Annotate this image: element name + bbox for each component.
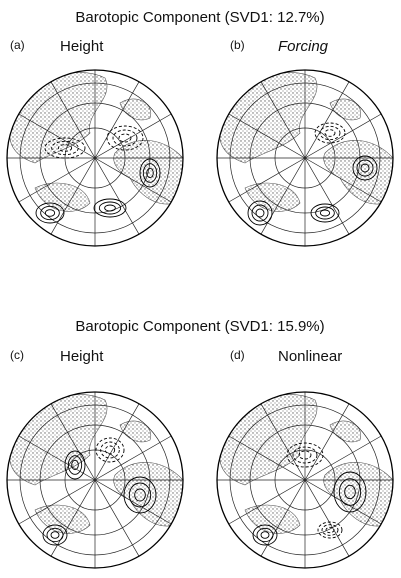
- land: [35, 505, 90, 533]
- panel-name: Height: [60, 348, 104, 365]
- polar-map: [217, 392, 393, 568]
- polar-map: [7, 70, 183, 246]
- contour: [113, 130, 137, 146]
- figure-title: Barotopic Component (SVD1: 15.9%): [75, 318, 324, 335]
- contour: [256, 209, 264, 217]
- contour: [320, 210, 329, 216]
- contour: [105, 205, 116, 211]
- panel-label: (c): [10, 348, 24, 362]
- land: [220, 72, 317, 163]
- contour: [101, 442, 120, 458]
- land: [120, 99, 151, 120]
- polar-map: [7, 392, 183, 568]
- land: [35, 183, 90, 211]
- contour: [325, 130, 335, 137]
- polar-map: [217, 70, 393, 246]
- figure-title: Barotopic Component (SVD1: 12.7%): [75, 9, 324, 26]
- panel-name: Nonlinear: [278, 348, 342, 365]
- land: [245, 183, 300, 211]
- panel-label: (a): [10, 38, 25, 52]
- panel-label: (b): [230, 38, 245, 52]
- contour: [320, 126, 340, 139]
- figure: Barotopic Component (SVD1: 12.7%) (a) He…: [0, 0, 401, 578]
- contour: [261, 532, 269, 539]
- land: [10, 394, 107, 485]
- contour: [322, 525, 338, 536]
- contour: [51, 532, 59, 539]
- contour: [45, 210, 54, 217]
- land: [10, 72, 107, 163]
- land: [220, 394, 317, 485]
- panel-label: (d): [230, 348, 245, 362]
- land: [120, 421, 151, 442]
- contour: [105, 446, 114, 454]
- land: [330, 99, 361, 120]
- contour: [316, 207, 335, 219]
- land: [330, 421, 361, 442]
- panel-name: Height: [60, 38, 104, 55]
- land: [245, 505, 300, 533]
- panel-name: Forcing: [278, 38, 329, 55]
